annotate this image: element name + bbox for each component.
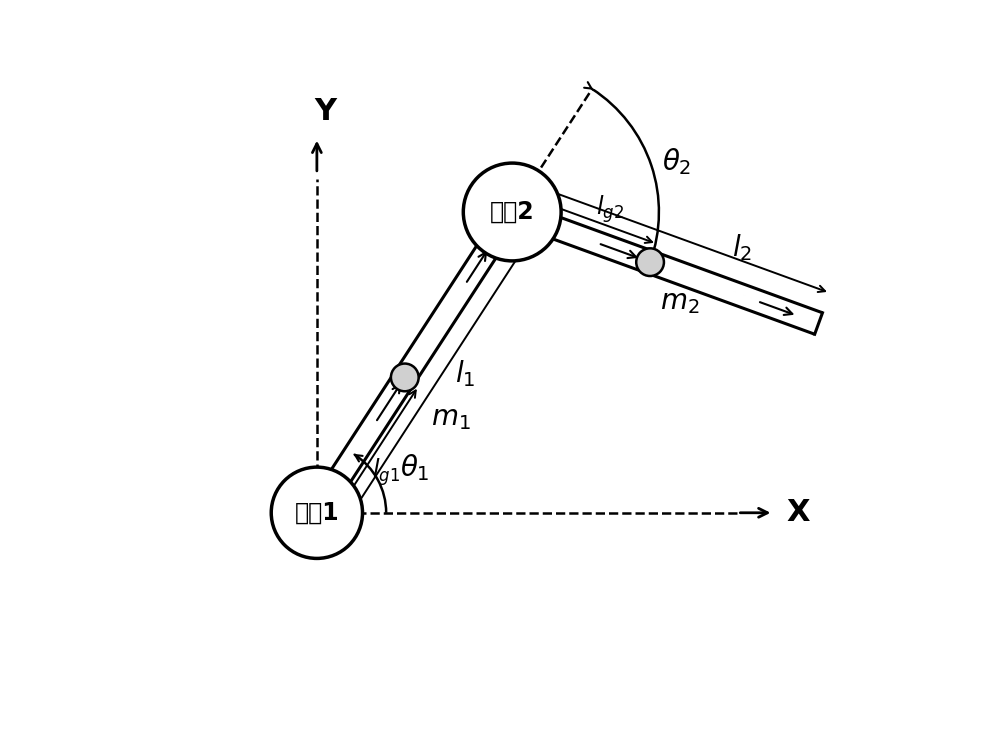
Text: $\theta_2$: $\theta_2$	[662, 146, 692, 177]
Text: $l_{g1}$: $l_{g1}$	[372, 456, 400, 488]
Text: $l_{g2}$: $l_{g2}$	[596, 193, 624, 225]
Text: $m_1$: $m_1$	[431, 404, 471, 431]
Circle shape	[636, 248, 664, 276]
Circle shape	[391, 364, 419, 391]
Text: X: X	[786, 498, 810, 528]
Text: 电机1: 电机1	[295, 501, 339, 525]
Text: $\theta_1$: $\theta_1$	[400, 452, 430, 483]
Circle shape	[271, 467, 363, 559]
Text: $l_2$: $l_2$	[732, 232, 752, 262]
Text: Y: Y	[314, 97, 336, 127]
Text: $l_1$: $l_1$	[455, 359, 475, 389]
Text: $m_2$: $m_2$	[660, 288, 699, 316]
Text: 电机2: 电机2	[490, 200, 535, 224]
Circle shape	[463, 163, 561, 261]
